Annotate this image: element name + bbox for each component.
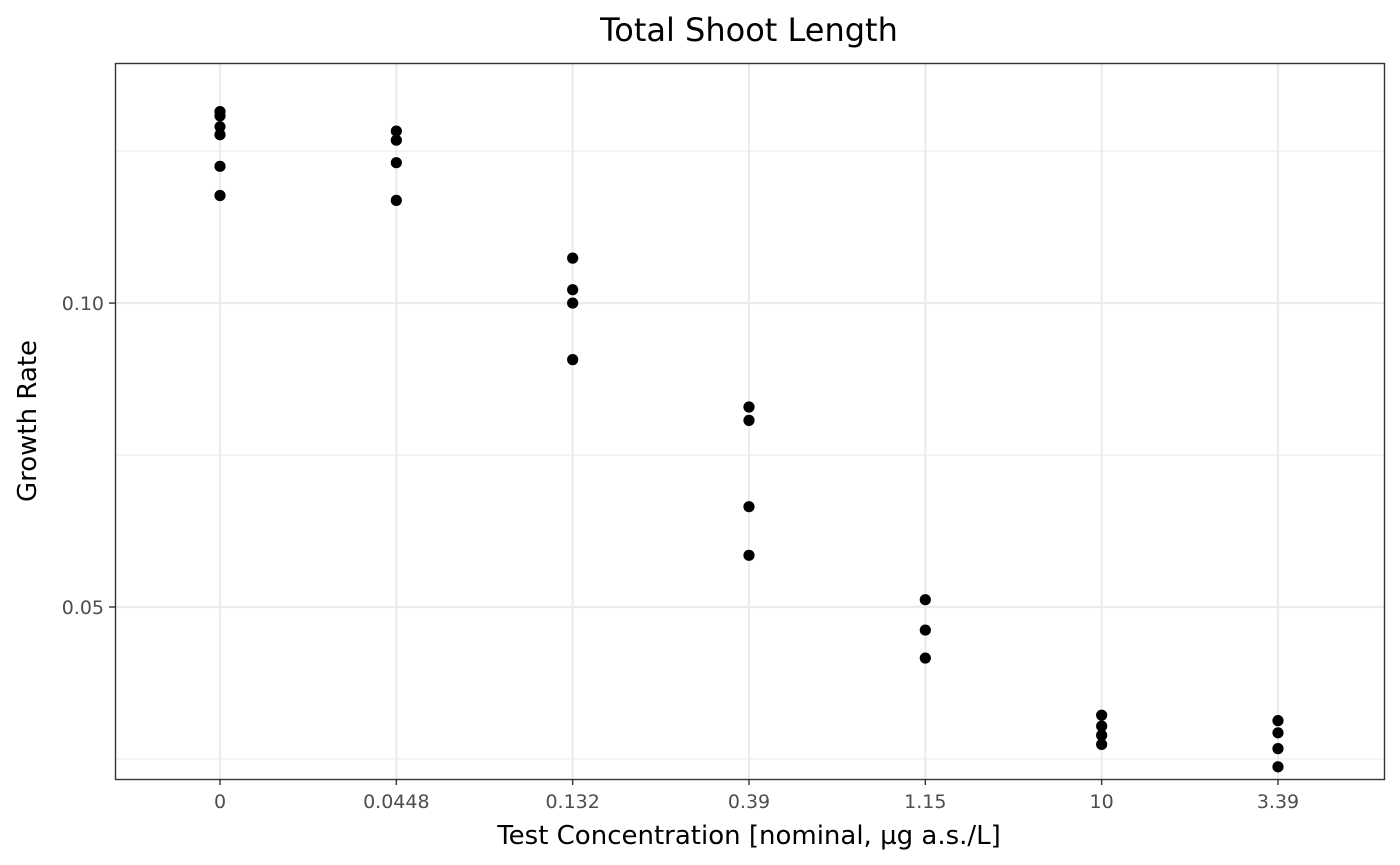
data-point (214, 129, 226, 141)
data-point (390, 134, 402, 146)
y-axis-tick-labels: 0.10 0.05 (62, 293, 104, 619)
data-point (214, 189, 226, 202)
data-point (1272, 743, 1284, 755)
data-point (1272, 727, 1284, 739)
x-tick-label: 0.0448 (363, 791, 429, 813)
data-point (390, 125, 402, 137)
data-point (1096, 738, 1108, 750)
data-point (567, 252, 579, 264)
data-point (1272, 715, 1284, 727)
data-point (1096, 729, 1108, 741)
y-tick-label: 0.05 (62, 597, 104, 619)
data-point (214, 110, 226, 122)
y-tick-label: 0.10 (62, 293, 104, 315)
chart-title: Total Shoot Length (599, 11, 898, 49)
x-tick-label: 0.39 (728, 791, 770, 813)
data-point (567, 284, 579, 296)
x-tick-label: 1.15 (904, 791, 946, 813)
y-axis-label: Growth Rate (13, 340, 43, 502)
data-point (214, 121, 226, 133)
plot-panel-border (114, 62, 1386, 781)
x-tick-label: 0 (214, 791, 226, 813)
data-point (1096, 720, 1108, 732)
data-point (919, 594, 931, 606)
data-point (743, 501, 755, 513)
data-point (390, 157, 402, 169)
x-axis-label: Test Concentration [nominal, µg a.s./L] (496, 821, 1001, 851)
axis-ticks (109, 302, 1279, 785)
data-point (567, 297, 579, 309)
data-point (919, 624, 931, 636)
x-tick-label: 3.39 (1257, 791, 1299, 813)
data-point (743, 549, 755, 561)
data-point (567, 354, 579, 366)
x-tick-label: 0.132 (545, 791, 599, 813)
data-point (919, 652, 931, 664)
data-point (1272, 761, 1284, 773)
data-point (743, 401, 755, 413)
data-point (214, 160, 226, 172)
data-point (390, 194, 402, 206)
data-points (214, 106, 1284, 773)
data-point (743, 414, 755, 426)
x-tick-label: 10 (1090, 791, 1114, 813)
x-axis-tick-labels: 0 0.0448 0.132 0.39 1.15 10 3.39 (214, 791, 1299, 813)
data-point (1096, 709, 1108, 721)
